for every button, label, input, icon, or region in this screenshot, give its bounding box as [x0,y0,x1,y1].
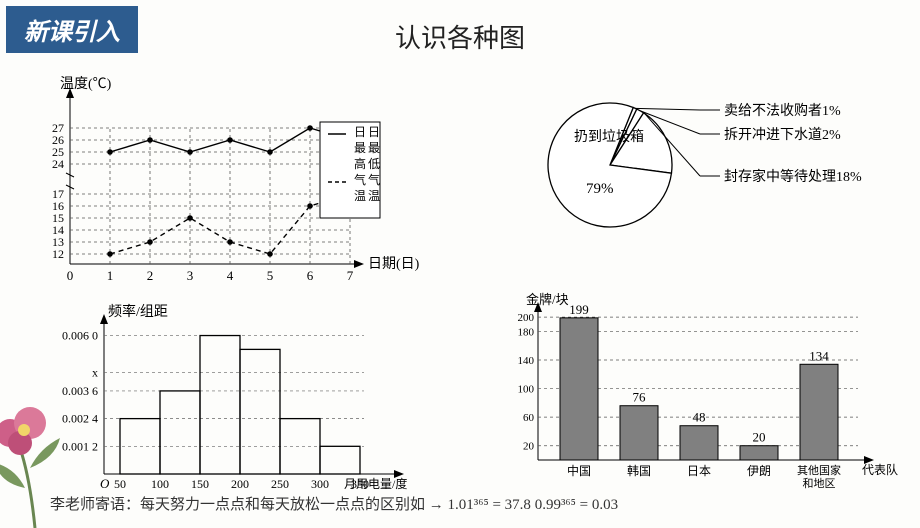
svg-text:5: 5 [267,268,274,283]
svg-text:卖给不法收购者1%: 卖给不法收购者1% [724,103,841,119]
svg-text:伊朗: 伊朗 [747,464,771,478]
x-axis-label: 月用电量/度 [344,476,407,491]
svg-text:日本: 日本 [687,464,711,478]
svg-text:199: 199 [569,302,589,317]
svg-text:12: 12 [52,247,64,261]
svg-text:20: 20 [753,430,766,445]
svg-text:150: 150 [191,477,209,491]
svg-text:26: 26 [52,133,64,147]
svg-text:48: 48 [693,410,706,425]
svg-text:250: 250 [271,477,289,491]
svg-text:25: 25 [52,145,64,159]
svg-text:温: 温 [368,189,380,203]
histogram-chart: 频率/组距 0.001 2 0.002 4 0.003 6 x 0.006 0 50 10… [40,302,430,492]
svg-text:17: 17 [52,187,64,201]
svg-text:拆开冲进下水道2%: 拆开冲进下水道2% [724,127,841,143]
svg-text:日: 日 [368,125,380,139]
svg-text:中国: 中国 [567,463,591,478]
x-axis-label: 日期(日) [368,256,420,272]
svg-text:2: 2 [147,268,154,283]
svg-text:180: 180 [518,326,535,338]
page-title: 认识各种图 [0,18,920,55]
svg-text:封存家中等待处理18%: 封存家中等待处理18% [724,168,862,185]
svg-text:温: 温 [354,189,366,203]
svg-text:最: 最 [354,141,366,155]
svg-text:3: 3 [187,268,194,283]
svg-text:0.003 6: 0.003 6 [62,384,98,398]
svg-text:100: 100 [518,384,535,396]
svg-text:0: 0 [67,268,74,283]
bar-chart: 金牌/块 20 60 100 140 180 200 199 76 48 20 134 中国 韩国 日… [490,290,910,490]
svg-text:x: x [92,365,98,379]
svg-text:气: 气 [368,172,380,187]
svg-text:6: 6 [307,268,314,283]
footer-prefix: 李老师寄语：每天努力一点点和每天放松一点点的区别如 → [50,497,448,513]
svg-text:扔到垃圾箱: 扔到垃圾箱 [574,129,644,145]
svg-text:4: 4 [227,268,234,283]
y-axis-label: 频率/组距 [108,303,168,320]
svg-text:300: 300 [311,477,329,491]
svg-text:20: 20 [523,441,535,453]
svg-text:16: 16 [52,199,64,213]
svg-text:气: 气 [354,172,366,187]
svg-text:27: 27 [52,121,64,135]
svg-text:日: 日 [354,125,366,139]
svg-text:1: 1 [107,268,114,283]
y-axis-label: 温度(℃) [60,76,112,92]
x-axis-label: 代表队 [862,462,898,477]
svg-text:0.006 0: 0.006 0 [62,329,98,343]
footer-eq1: 1.01³⁶⁵ = 37.8 [448,497,531,513]
svg-text:200: 200 [518,312,535,324]
svg-text:140: 140 [518,355,535,367]
pie-chart: 79% 扔到垃圾箱 卖给不法收购者1% 拆开冲进下水道2% 封存家中等待处理18% [500,80,900,250]
svg-text:15: 15 [52,211,64,225]
svg-text:0.002 4: 0.002 4 [62,412,98,426]
svg-text:79%: 79% [586,181,614,197]
svg-text:134: 134 [809,348,829,363]
svg-text:O: O [100,476,110,491]
line-chart: 温度(℃) 12131415161724252627 01234567 日期(日… [20,74,440,286]
svg-text:7: 7 [347,268,354,283]
svg-text:50: 50 [114,477,126,491]
svg-text:0.001 2: 0.001 2 [62,439,98,453]
svg-text:韩国: 韩国 [627,463,651,478]
svg-text:200: 200 [231,477,249,491]
svg-text:24: 24 [52,157,64,171]
svg-text:60: 60 [523,412,535,424]
footer-eq2: 0.99³⁶⁵ = 0.03 [535,497,618,513]
footer-quote: 李老师寄语：每天努力一点点和每天放松一点点的区别如 → 1.01³⁶⁵ = 37… [50,493,900,514]
svg-text:和地区: 和地区 [803,477,836,490]
y-axis-label: 金牌/块 [526,292,569,307]
svg-text:13: 13 [52,235,64,249]
svg-text:其他国家: 其他国家 [797,463,841,477]
svg-text:14: 14 [52,223,64,237]
svg-text:最: 最 [368,141,380,155]
svg-text:76: 76 [633,390,647,405]
svg-text:低: 低 [368,157,380,171]
svg-text:100: 100 [151,477,169,491]
svg-text:高: 高 [354,156,366,171]
